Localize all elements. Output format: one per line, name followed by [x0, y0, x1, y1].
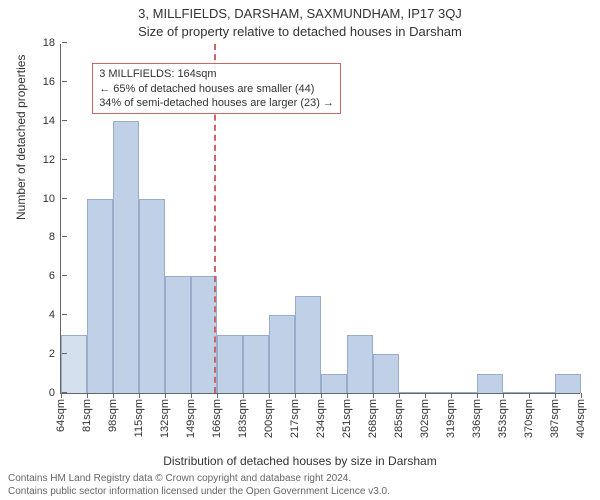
- x-tick-mark: [321, 393, 322, 398]
- histogram-bar: [321, 374, 347, 393]
- footer-line: Contains HM Land Registry data © Crown c…: [8, 473, 592, 486]
- x-tick-label: 200sqm: [263, 399, 275, 438]
- histogram-bar: [503, 392, 529, 393]
- x-tick-mark: [217, 393, 218, 398]
- x-tick-mark: [87, 393, 88, 398]
- x-tick-mark: [295, 393, 296, 398]
- histogram-bar: [373, 354, 399, 393]
- x-tick-label: 319sqm: [445, 399, 457, 438]
- footer-attribution: Contains HM Land Registry data © Crown c…: [8, 473, 592, 498]
- x-tick-mark: [243, 393, 244, 398]
- histogram-bar: [269, 315, 295, 393]
- x-tick-label: 251sqm: [341, 399, 353, 438]
- x-tick-mark: [269, 393, 270, 398]
- x-tick-label: 64sqm: [55, 399, 67, 432]
- histogram-bar: [399, 392, 425, 393]
- histogram-bar: [243, 335, 269, 393]
- x-tick-label: 217sqm: [289, 399, 301, 438]
- x-tick-label: 166sqm: [211, 399, 223, 438]
- x-tick-label: 268sqm: [367, 399, 379, 438]
- histogram-bar: [165, 276, 191, 393]
- histogram-bar: [477, 374, 503, 393]
- histogram-bar: [425, 392, 451, 393]
- x-tick-label: 404sqm: [575, 399, 587, 438]
- x-tick-mark: [61, 393, 62, 398]
- histogram-bar: [113, 121, 139, 393]
- x-tick-label: 234sqm: [315, 399, 327, 438]
- x-tick-mark: [451, 393, 452, 398]
- histogram-bar: [529, 392, 555, 393]
- x-axis-label: Distribution of detached houses by size …: [0, 454, 600, 468]
- x-tick-mark: [477, 393, 478, 398]
- y-tick: 6: [49, 270, 61, 282]
- y-tick: 12: [43, 154, 61, 166]
- x-tick-label: 81sqm: [81, 399, 93, 432]
- histogram-bar: [295, 296, 321, 393]
- x-tick-mark: [529, 393, 530, 398]
- x-tick-label: 183sqm: [237, 399, 249, 438]
- x-tick-mark: [581, 393, 582, 398]
- annotation-line: ← 65% of detached houses are smaller (44…: [99, 82, 334, 96]
- x-tick-label: 370sqm: [523, 399, 535, 438]
- footer-line: Contains public sector information licen…: [8, 486, 592, 499]
- chart-title-line2: Size of property relative to detached ho…: [0, 21, 600, 39]
- x-tick-label: 115sqm: [133, 399, 145, 437]
- x-tick-label: 353sqm: [497, 399, 509, 438]
- histogram-bar: [451, 392, 477, 393]
- y-tick: 0: [49, 387, 61, 399]
- y-tick: 4: [49, 309, 61, 321]
- x-tick-mark: [373, 393, 374, 398]
- y-tick: 18: [43, 37, 61, 49]
- chart-title-line1: 3, MILLFIELDS, DARSHAM, SAXMUNDHAM, IP17…: [0, 0, 600, 21]
- x-tick-mark: [347, 393, 348, 398]
- y-tick: 16: [43, 76, 61, 88]
- chart-plot-area: 3 MILLFIELDS: 164sqm ← 65% of detached h…: [60, 44, 580, 394]
- x-tick-label: 302sqm: [419, 399, 431, 438]
- histogram-bar: [61, 335, 87, 393]
- x-tick-mark: [425, 393, 426, 398]
- y-tick: 8: [49, 231, 61, 243]
- histogram-bar: [347, 335, 373, 393]
- histogram-bar: [217, 335, 243, 393]
- histogram-bar: [139, 199, 165, 393]
- x-tick-mark: [503, 393, 504, 398]
- x-tick-mark: [555, 393, 556, 398]
- x-tick-label: 149sqm: [185, 399, 197, 438]
- x-tick-mark: [139, 393, 140, 398]
- annotation-box: 3 MILLFIELDS: 164sqm ← 65% of detached h…: [92, 63, 341, 114]
- y-tick: 2: [49, 348, 61, 360]
- annotation-line: 34% of semi-detached houses are larger (…: [99, 96, 334, 110]
- y-tick: 14: [43, 115, 61, 127]
- x-tick-label: 98sqm: [107, 399, 119, 432]
- x-tick-label: 336sqm: [471, 399, 483, 438]
- x-tick-mark: [399, 393, 400, 398]
- histogram-bar: [555, 374, 581, 393]
- y-axis-label: Number of detached properties: [14, 55, 28, 220]
- x-tick-mark: [191, 393, 192, 398]
- x-tick-label: 285sqm: [393, 399, 405, 438]
- x-tick-mark: [165, 393, 166, 398]
- histogram-bar: [87, 199, 113, 393]
- x-tick-label: 387sqm: [549, 399, 561, 438]
- annotation-line: 3 MILLFIELDS: 164sqm: [99, 67, 334, 81]
- x-tick-mark: [113, 393, 114, 398]
- y-tick: 10: [43, 193, 61, 205]
- x-tick-label: 132sqm: [159, 399, 171, 438]
